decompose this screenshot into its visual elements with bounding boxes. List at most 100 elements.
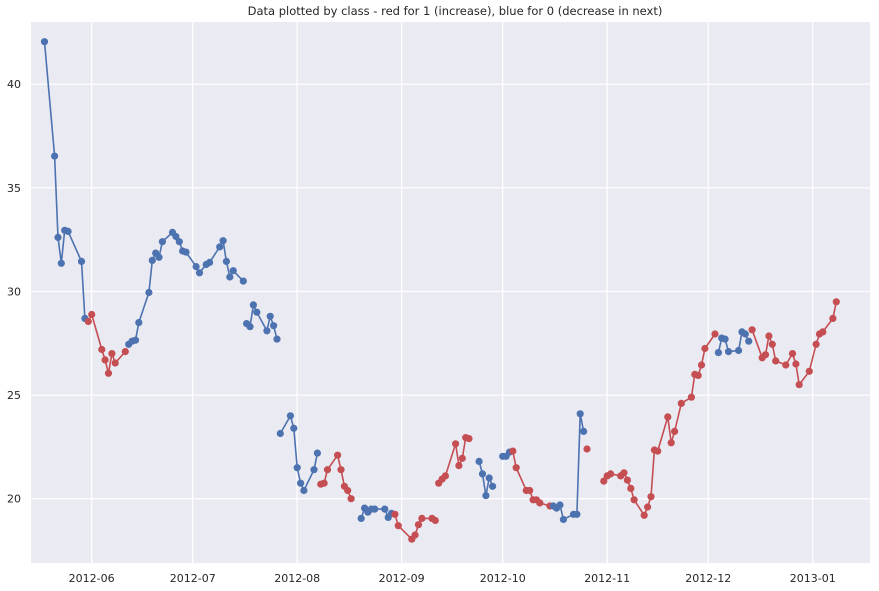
data-point (485, 474, 493, 482)
data-point (206, 258, 214, 266)
data-point (347, 495, 355, 503)
data-point (77, 257, 86, 265)
data-point (677, 399, 685, 407)
data-point (455, 462, 463, 470)
data-point (526, 486, 534, 495)
data-point (172, 232, 180, 241)
x-tick-label: 2012-12 (685, 572, 731, 585)
data-point (222, 257, 230, 265)
data-point (84, 317, 92, 326)
data-point (465, 435, 473, 443)
data-point (576, 410, 584, 418)
data-point (216, 243, 224, 251)
data-point (323, 466, 332, 474)
data-point (394, 522, 402, 530)
data-point (40, 38, 49, 46)
series-segment-class-0 (475, 457, 497, 500)
data-point (219, 237, 227, 245)
data-point (647, 493, 655, 501)
data-point (772, 357, 780, 365)
plot-area (31, 22, 870, 563)
data-point (623, 476, 632, 484)
data-point (600, 477, 608, 485)
data-point (155, 253, 163, 261)
data-point (253, 308, 261, 316)
data-point (805, 367, 813, 375)
data-point (644, 503, 652, 511)
y-tick-label: 30 (7, 285, 21, 298)
data-point (694, 371, 702, 379)
data-point (414, 521, 423, 529)
data-point (714, 349, 723, 357)
data-point (795, 381, 803, 389)
data-point (812, 340, 820, 348)
data-point (229, 267, 237, 275)
data-point (108, 350, 116, 358)
x-tick-labels: 2012-06 2012-07 2012-08 2012-09 2012-10 2012-… (69, 572, 836, 585)
data-point (54, 233, 62, 241)
data-point (313, 449, 321, 457)
data-point (687, 393, 696, 401)
data-point (246, 323, 254, 331)
x-tick-label: 2012-08 (274, 572, 320, 585)
x-tick-label: 2012-07 (170, 572, 216, 585)
data-point (249, 301, 257, 309)
data-point (654, 447, 662, 455)
series-segment-class-0 (243, 301, 281, 343)
series-line (43, 41, 86, 319)
data-point (226, 273, 234, 281)
data-point (701, 344, 709, 353)
data-point (290, 424, 298, 432)
data-point (630, 496, 638, 504)
data-point (512, 464, 520, 472)
chart-title: Data plotted by class - red for 1 (incre… (248, 4, 663, 18)
data-point (475, 457, 483, 465)
x-tick-label: 2012-06 (69, 572, 115, 585)
data-point (273, 335, 281, 343)
series-segment-class-0 (276, 412, 321, 495)
data-point (671, 427, 679, 435)
data-point (286, 412, 294, 420)
data-point (239, 277, 247, 285)
data-point (580, 427, 588, 435)
grid-lines (31, 22, 870, 563)
data-point (411, 531, 419, 539)
data-point (64, 227, 72, 235)
data-point (829, 314, 837, 322)
data-point (735, 346, 743, 355)
series-segment-class-1 (317, 451, 355, 503)
data-point (768, 340, 776, 348)
data-point (158, 238, 166, 246)
data-point (300, 486, 308, 495)
data-point (819, 328, 827, 336)
y-tick-label: 35 (7, 182, 21, 195)
y-tick-label: 25 (7, 389, 21, 402)
data-point (559, 515, 568, 524)
data-point (748, 326, 756, 334)
data-point (131, 336, 140, 344)
data-point (792, 360, 800, 368)
data-point (334, 451, 342, 459)
series-segment-class-0 (125, 228, 247, 348)
data-point (509, 447, 517, 455)
data-point (536, 499, 544, 507)
data-point (276, 429, 284, 438)
data-point (697, 361, 706, 369)
data-point (51, 152, 59, 160)
data-point (640, 511, 648, 519)
data-point (711, 330, 719, 338)
data-point (489, 482, 497, 490)
y-tick-label: 40 (7, 78, 21, 91)
y-tick-label: 20 (7, 493, 21, 506)
data-point (121, 348, 129, 356)
data-point (441, 472, 449, 480)
data-point (310, 466, 318, 474)
data-point (192, 263, 200, 271)
x-tick-label: 2012-09 (379, 572, 425, 585)
data-point (297, 479, 305, 487)
data-point (452, 440, 460, 448)
x-tick-label: 2013-01 (790, 572, 836, 585)
data-point (745, 337, 753, 345)
series-segment-class-1 (600, 330, 719, 519)
